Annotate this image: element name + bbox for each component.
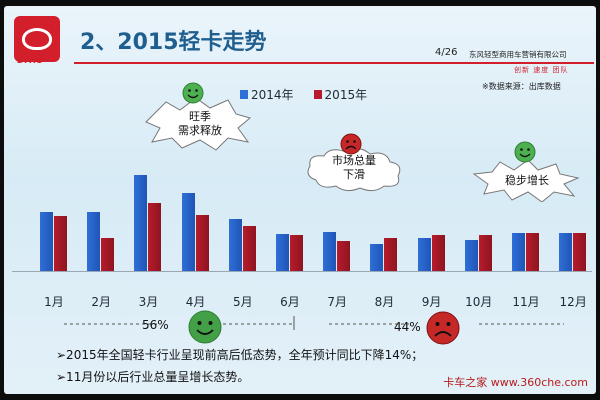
summary-bullet-1: ➢2015年全国轻卡行业呈现前高后低态势，全年预计同比下降14%； [56, 348, 424, 362]
month-label-8: 8月 [374, 295, 395, 309]
month-label-6: 6月 [280, 295, 300, 309]
header-divider [74, 62, 594, 64]
legend-item-2014: 2014年 [240, 86, 294, 103]
bar-2015-12 [573, 233, 587, 271]
bar-2014-7 [323, 231, 337, 271]
bar-2014-8 [370, 243, 384, 271]
data-source-note: ※数据来源：出库数据 [482, 82, 561, 91]
brand-text: DFAC [17, 56, 43, 65]
bar-2015-6 [290, 234, 303, 271]
month-label-1: 1月 [44, 295, 64, 309]
bar-2014-2 [87, 211, 101, 271]
bar-2014-3 [134, 175, 148, 271]
peak-callout-text: 旺季 需求释放 [178, 110, 222, 137]
bar-2014-10 [464, 239, 478, 271]
decline-callout-shape [307, 148, 401, 192]
month-label-7: 7月 [327, 295, 347, 309]
decline-callout-text: 市场总量 下滑 [332, 154, 376, 181]
bar-2015-2 [101, 238, 115, 271]
happy-face-icon [514, 141, 536, 163]
dfac-logo [14, 16, 60, 62]
chart-legend: 2014年 2015年 [240, 86, 367, 103]
bar-2014-9 [417, 237, 431, 271]
bar-2015-7 [337, 240, 351, 271]
slogan: 创新 速度 团队 [514, 66, 569, 74]
legend-swatch-2015 [313, 90, 322, 99]
sad-face-icon [426, 311, 460, 345]
legend-swatch-2014 [240, 90, 248, 99]
bar-2014-6 [276, 233, 289, 271]
bar-2014-1 [40, 211, 53, 271]
bar-2015-3 [148, 203, 162, 271]
summary-bullet-2: ➢11月份以后行业总量呈增长态势。 [56, 370, 250, 384]
bar-2014-11 [512, 233, 525, 271]
sad-face-icon [340, 133, 362, 155]
logo-mark-icon [22, 28, 52, 50]
month-label-2: 2月 [91, 295, 111, 309]
month-label-12: 12月 [559, 295, 587, 309]
page-title: 2、2015轻卡走势 [80, 30, 267, 55]
bar-2015-1 [54, 216, 67, 271]
bar-2014-12 [559, 233, 573, 271]
bar-2015-5 [242, 226, 256, 271]
bar-2014-4 [181, 192, 195, 271]
month-label-9: 9月 [421, 295, 442, 309]
legend-label-2014: 2014年 [251, 88, 294, 102]
legend-item-2015: 2015年 [313, 86, 368, 103]
page-number: 4/26 [435, 47, 458, 58]
bar-2015-10 [478, 235, 492, 271]
legend-label-2015: 2015年 [324, 88, 368, 102]
growth-callout-text: 稳步增长 [505, 174, 549, 187]
company-name: 东风轻型商用车营销有限公司 [469, 50, 567, 59]
bar-2015-9 [431, 234, 445, 271]
slide: DFAC 2、2015轻卡走势 4/26 东风轻型商用车营销有限公司 创新 速度… [4, 6, 596, 394]
month-label-5: 5月 [232, 295, 253, 309]
bar-2015-11 [526, 233, 539, 271]
first-half-share: 56% [142, 318, 169, 332]
happy-face-icon [182, 82, 204, 104]
month-label-4: 4月 [185, 295, 206, 309]
bar-2015-8 [384, 237, 398, 271]
bar-2015-4 [195, 214, 209, 271]
month-label-11: 11月 [512, 295, 540, 309]
month-label-10: 10月 [465, 295, 493, 309]
second-half-share: 44% [394, 320, 421, 334]
period-brackets [64, 316, 564, 330]
happy-face-icon [188, 310, 222, 344]
month-label-3: 3月 [138, 295, 159, 309]
growth-callout-shape [472, 160, 580, 202]
bar-2014-5 [228, 218, 242, 271]
chart-baseline [12, 271, 592, 272]
watermark: 卡车之家 www.360che.com [443, 376, 588, 389]
